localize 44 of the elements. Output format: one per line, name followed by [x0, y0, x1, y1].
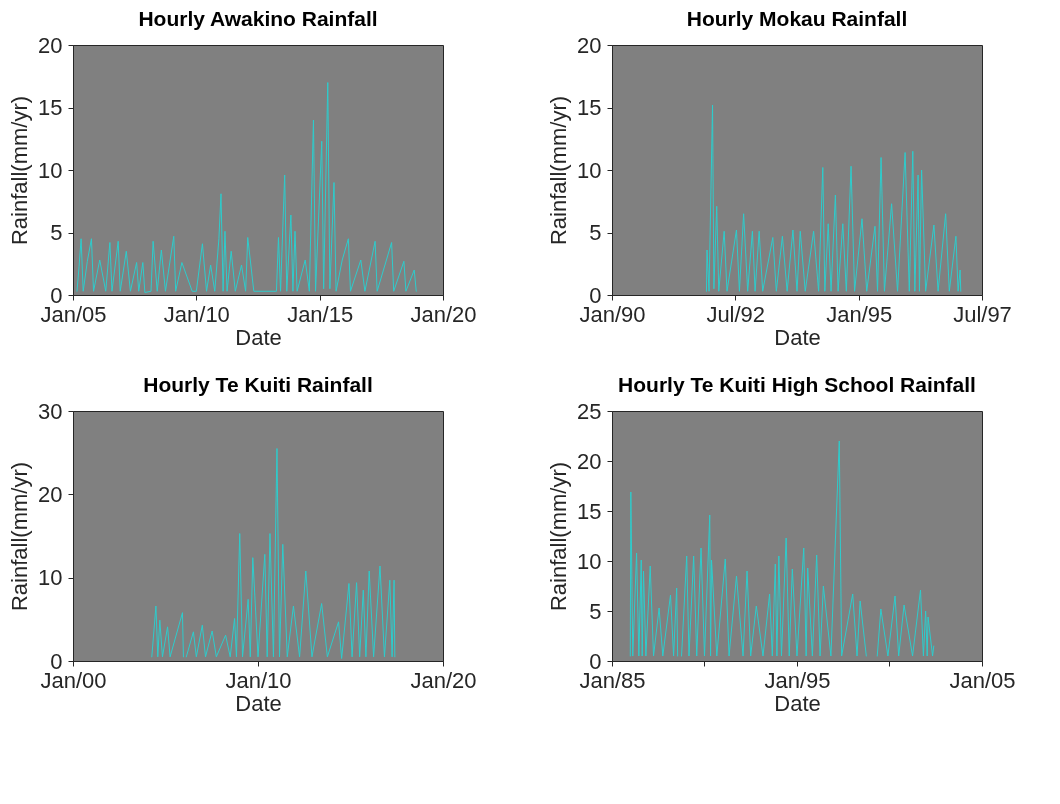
y-tick-label: 0 [50, 648, 63, 674]
x-tick-label: Jan/10 [225, 667, 292, 693]
x-tick-label: Jan/95 [764, 667, 831, 693]
y-tick-label: 20 [38, 32, 63, 58]
y-tick-label: 0 [589, 282, 602, 308]
y-tick-label: 20 [577, 32, 602, 58]
x-axis-title: Date [235, 324, 282, 350]
y-axis-title: Rainfall(mm/yr) [546, 461, 572, 612]
x-tick-label: Jan/15 [287, 301, 354, 327]
x-tick-label: Jan/95 [826, 301, 893, 327]
y-tick-label: 0 [50, 282, 63, 308]
x-axis-title: Date [235, 690, 282, 716]
x-tick-label: Jul/92 [706, 301, 766, 327]
chart-title: Hourly Te Kuiti High School Rainfall [618, 373, 976, 396]
y-tick-label: 5 [50, 220, 63, 245]
y-tick-label: 5 [589, 220, 602, 245]
y-tick-label: 10 [577, 157, 602, 183]
y-axis-title: Rainfall(mm/yr) [7, 461, 33, 612]
y-axis-title: Rainfall(mm/yr) [7, 95, 33, 246]
chart-title: Hourly Te Kuiti Rainfall [143, 373, 373, 396]
x-tick-label: Jul/97 [953, 301, 1012, 327]
x-tick-label: Jan/05 [949, 667, 1016, 693]
y-axis-title: Rainfall(mm/yr) [546, 95, 572, 246]
line-series [76, 82, 417, 293]
x-axis-title: Date [774, 324, 821, 350]
line-series [705, 104, 962, 292]
y-tick-label: 10 [577, 548, 602, 574]
chart-title: Hourly Mokau Rainfall [686, 7, 908, 30]
y-tick-label: 5 [589, 598, 602, 624]
y-tick-label: 15 [38, 95, 63, 120]
x-tick-label: Jan/10 [163, 301, 230, 327]
x-tick-label: Jan/20 [410, 301, 477, 327]
x-axis-title: Date [774, 690, 821, 716]
chart-title: Hourly Awakino Rainfall [138, 7, 378, 30]
y-tick-label: 30 [38, 398, 63, 424]
y-tick-label: 0 [589, 648, 602, 674]
y-tick-label: 20 [577, 448, 602, 474]
y-tick-label: 20 [38, 481, 63, 507]
y-tick-label: 15 [577, 498, 602, 524]
y-tick-label: 10 [38, 157, 63, 183]
x-tick-label: Jan/20 [410, 667, 477, 693]
y-tick-label: 10 [38, 565, 63, 591]
y-tick-label: 15 [577, 95, 602, 120]
y-tick-label: 25 [577, 398, 602, 424]
